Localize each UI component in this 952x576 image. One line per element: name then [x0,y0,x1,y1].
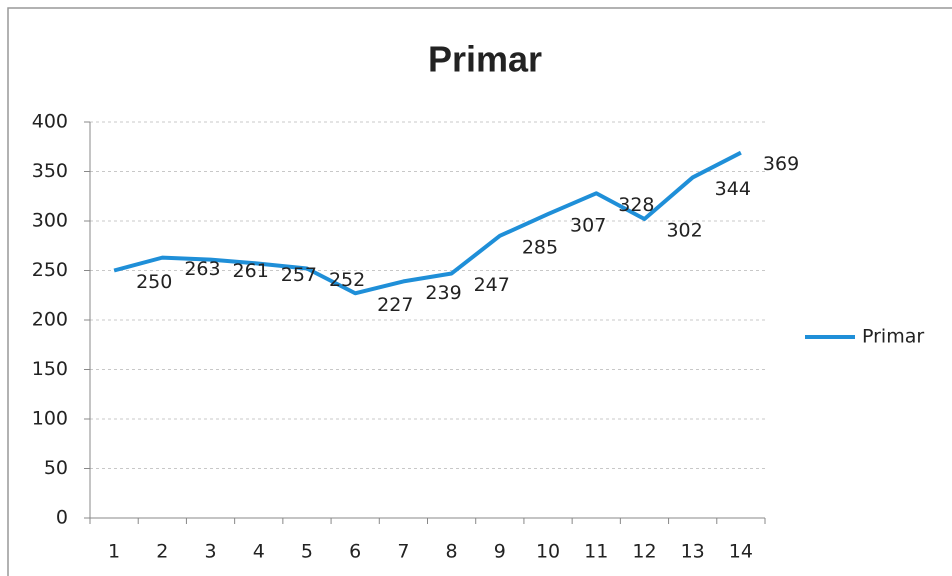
data-label: 302 [666,220,702,242]
x-tick-label: 6 [349,541,361,563]
data-label: 227 [377,294,413,316]
y-tick-label: 300 [32,210,68,232]
y-tick-label: 200 [32,309,68,331]
data-label: 328 [618,194,654,216]
y-tick-label: 400 [32,111,68,133]
x-tick-label: 9 [494,541,506,563]
x-tick-label: 13 [681,541,705,563]
chart-frame [7,7,952,576]
data-label: 247 [474,274,510,296]
y-tick-label: 150 [32,358,68,380]
data-label: 257 [281,264,317,286]
x-tick-label: 10 [536,541,560,563]
y-tick-label: 250 [32,259,68,281]
data-label: 285 [522,236,558,258]
data-label: 250 [136,271,172,293]
y-tick-label: 0 [56,507,68,529]
y-tick-label: 100 [32,408,68,430]
x-tick-label: 3 [204,541,216,563]
x-tick-label: 12 [632,541,656,563]
series-line [113,150,742,296]
x-tick-label: 7 [397,541,409,563]
y-tick-label: 350 [32,160,68,182]
chart-title: Primar [428,39,542,80]
x-tick-label: 8 [446,541,458,563]
legend-label: Primar [862,326,924,348]
x-tick-label: 14 [729,541,753,563]
data-label: 369 [763,153,799,175]
data-label: 307 [570,215,606,237]
data-label: 344 [715,178,751,200]
y-tick-label: 50 [44,457,68,479]
data-label: 261 [233,260,269,282]
x-tick-label: 1 [108,541,120,563]
data-label: 239 [425,282,461,304]
data-label: 263 [184,258,220,280]
data-label: 252 [329,269,365,291]
x-tick-label: 2 [156,541,168,563]
x-tick-label: 11 [584,541,608,563]
x-tick-label: 4 [253,541,265,563]
x-tick-label: 5 [301,541,313,563]
